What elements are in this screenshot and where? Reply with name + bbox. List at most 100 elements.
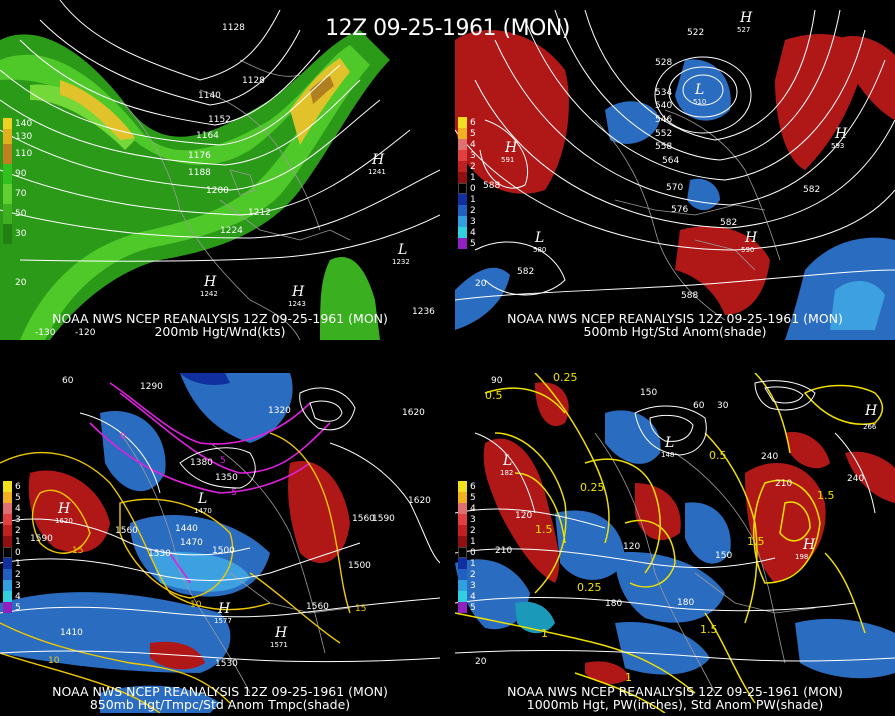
anomaly-shading xyxy=(455,30,895,340)
panel-caption-field: 850mb Hgt/Tmpc/Std Anom Tmpc(shade) xyxy=(89,697,351,712)
panel-200mb: -130 -120 20 1128 1128 1140 1152 1164 11… xyxy=(0,0,440,340)
contour-label: 1176 xyxy=(188,151,211,161)
contour-label: 1530 xyxy=(215,659,238,669)
contour-label: 1164 xyxy=(196,131,219,141)
panel-850mb: 1290 1320 1350 1380 1440 1470 1500 1500 … xyxy=(0,373,440,713)
contour-label: 1530 xyxy=(148,549,171,559)
high-center-marker: H xyxy=(864,403,878,419)
high-center-marker: H xyxy=(834,126,848,142)
coastlines xyxy=(594,432,816,694)
high-center-marker: H xyxy=(371,152,385,168)
legend-entry: 2 xyxy=(3,525,33,536)
contour-label: 180 xyxy=(677,598,694,608)
temperature-contours xyxy=(89,382,331,584)
legend-entry: 3 xyxy=(458,150,488,161)
high-center-value: 1243 xyxy=(288,300,306,308)
legend-entry: 3 xyxy=(458,580,488,591)
legend-entry: 2 xyxy=(458,525,488,536)
contour-label: 60 xyxy=(693,401,705,411)
pressure-centers: H 1620 H 1577 H 1571 L 1470 xyxy=(55,491,288,649)
legend-entry: 2 xyxy=(458,161,488,172)
legend-entry: 3 xyxy=(458,216,488,227)
contour-label: 1320 xyxy=(268,406,291,416)
panel-caption-source: NOAA NWS NCEP REANALYSIS 12Z 09-25-1961 … xyxy=(52,684,388,699)
contour-label: 1500 xyxy=(348,561,371,571)
high-center-value: 198 xyxy=(795,553,808,561)
legend-entry: 4 xyxy=(458,591,488,602)
contour-label: 1590 xyxy=(372,514,395,524)
pw-label: 0.25 xyxy=(577,581,602,594)
height-contours xyxy=(455,9,895,301)
panel-caption-source: NOAA NWS NCEP REANALYSIS 12Z 09-25-1961 … xyxy=(52,311,388,326)
legend-entry: 1 xyxy=(458,172,488,183)
lon-label: 20 xyxy=(475,279,487,289)
contour-label: 1560 xyxy=(115,526,138,536)
pw-label: 0.5 xyxy=(709,449,727,462)
pw-label: 1.5 xyxy=(817,489,835,502)
pressure-centers: H 1241 L 1232 H 1242 H 1243 xyxy=(200,152,410,308)
panel-1000mb-pw: 90 120 120 150 150 180 180 210 210 240 2… xyxy=(455,373,895,713)
legend-entry: 5 xyxy=(458,128,488,139)
legend-entry: 4 xyxy=(458,139,488,150)
high-center-marker: H xyxy=(57,501,71,517)
contour-label: 1590 xyxy=(30,534,53,544)
panel-500mb: 522 528 534 540 546 552 558 564 570 576 … xyxy=(455,0,895,340)
legend-entry: 5 xyxy=(3,492,33,503)
legend-entry: 4 xyxy=(3,503,33,514)
low-center-value: 1232 xyxy=(392,258,410,266)
legend-entry: 4 xyxy=(458,503,488,514)
contour-label: 534 xyxy=(655,88,672,98)
legend-entry: 1 xyxy=(458,194,488,205)
temp-label: 15 xyxy=(355,604,366,614)
contour-label: 576 xyxy=(671,205,688,215)
legend-entry: 5 xyxy=(3,602,33,613)
legend-entry: 1 xyxy=(458,536,488,547)
lon-label: 20 xyxy=(15,278,27,288)
contour-label: 588 xyxy=(681,291,698,301)
legend-entry: 0 xyxy=(3,547,33,558)
anomaly-shading xyxy=(0,373,350,713)
contour-label: 1236 xyxy=(412,307,435,317)
lon-label: 60 xyxy=(62,376,74,386)
temp-label: 10 xyxy=(48,656,60,666)
panel-caption-field: 1000mb Hgt, PW(inches), Std Anom PW(shad… xyxy=(526,697,824,712)
map-200mb: -130 -120 20 1128 1128 1140 1152 1164 11… xyxy=(0,0,440,340)
legend-entry: 90 xyxy=(3,164,37,184)
coastlines xyxy=(119,432,351,694)
map-title: 12Z 09-25-1961 (MON) xyxy=(325,16,570,41)
temp-label: -5 xyxy=(228,488,237,498)
high-center-value: 266 xyxy=(863,423,877,431)
high-center-marker: H xyxy=(203,274,217,290)
legend-entry: 6 xyxy=(458,117,488,128)
high-center-value: 1577 xyxy=(214,617,232,625)
low-center-value: 182 xyxy=(500,469,513,477)
contour-label: 120 xyxy=(623,542,640,552)
high-center-marker: H xyxy=(744,230,758,246)
contour-label: 558 xyxy=(655,142,672,152)
high-center-value: 1571 xyxy=(270,641,288,649)
contour-label: 1290 xyxy=(140,382,163,392)
high-center-marker: H xyxy=(291,284,305,300)
temp-label: 10 xyxy=(190,600,202,610)
contour-label: 1620 xyxy=(408,496,431,506)
legend-entry: 0 xyxy=(458,547,488,558)
high-center-marker: H xyxy=(739,10,753,26)
pw-label: 0.25 xyxy=(580,481,605,494)
contour-label: 180 xyxy=(605,599,622,609)
pw-label: 1 xyxy=(541,627,548,640)
contour-label: 1128 xyxy=(242,76,265,86)
pw-labels: 0.25 0.25 0.25 0.5 0.5 1 1 1.5 1.5 1.5 1… xyxy=(485,373,835,684)
contour-label: 1470 xyxy=(180,538,203,548)
wind-speed-shading xyxy=(0,30,390,340)
contour-label: 1152 xyxy=(208,115,231,125)
legend-entry: 4 xyxy=(3,591,33,602)
legend-entry: 0 xyxy=(458,183,488,194)
high-center-marker: H xyxy=(802,537,816,553)
contour-label: 1212 xyxy=(248,208,271,218)
height-contours xyxy=(455,380,895,662)
pw-label: 0.5 xyxy=(485,389,503,402)
color-legend: 6 5 4 3 2 1 0 1 2 3 4 5 xyxy=(3,481,33,613)
panel-caption-field: 200mb Hgt/Wnd(kts) xyxy=(154,324,286,339)
contour-label: 90 xyxy=(491,376,503,386)
legend-entry: 1 xyxy=(3,558,33,569)
